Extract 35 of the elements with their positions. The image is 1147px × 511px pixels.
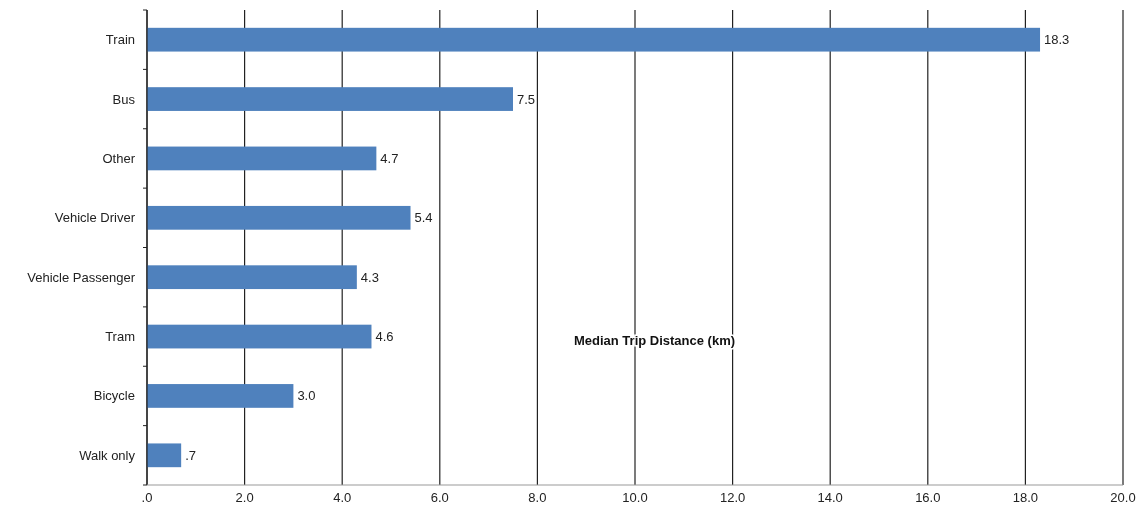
x-tick-label: 8.0 — [528, 490, 547, 505]
x-tick-label: 14.0 — [817, 490, 843, 505]
x-tick-label: 18.0 — [1012, 490, 1039, 505]
bar — [147, 265, 357, 290]
x-tick-label: 12.0 — [719, 490, 746, 505]
data-label: .7 — [185, 447, 196, 463]
y-tick-label: Bicycle — [93, 388, 135, 404]
bar — [147, 324, 372, 349]
x-tick-label: .0 — [141, 490, 153, 505]
data-label: 4.6 — [375, 329, 394, 345]
y-tick-label: Walk only — [79, 447, 136, 463]
y-tick-label: Vehicle Driver — [54, 210, 136, 226]
data-label: 5.4 — [414, 210, 433, 226]
bar — [147, 27, 1041, 52]
y-tick-label: Vehicle Passenger — [27, 269, 136, 285]
data-label: 4.7 — [380, 150, 399, 166]
bar — [147, 87, 513, 111]
y-tick-label: Bus — [112, 91, 136, 107]
x-tick-label: 4.0 — [333, 490, 352, 505]
bar — [147, 443, 182, 468]
x-tick-label: 6.0 — [430, 490, 449, 505]
x-tick-label: 2.0 — [235, 490, 254, 505]
y-tick-label: Train — [105, 32, 135, 48]
bar — [147, 146, 377, 171]
bar — [147, 205, 411, 230]
x-tick-label: 10.0 — [622, 490, 648, 505]
y-tick-label: Tram — [105, 329, 135, 345]
data-label: 3.0 — [297, 388, 316, 404]
x-tick-label: 16.0 — [915, 490, 941, 505]
data-label: 7.5 — [517, 91, 536, 107]
data-label: 18.3 — [1044, 32, 1070, 48]
y-tick-label: Other — [102, 150, 136, 166]
data-label: 4.3 — [360, 269, 379, 285]
x-tick-label: 20.0 — [1110, 490, 1136, 505]
bar — [147, 384, 294, 408]
